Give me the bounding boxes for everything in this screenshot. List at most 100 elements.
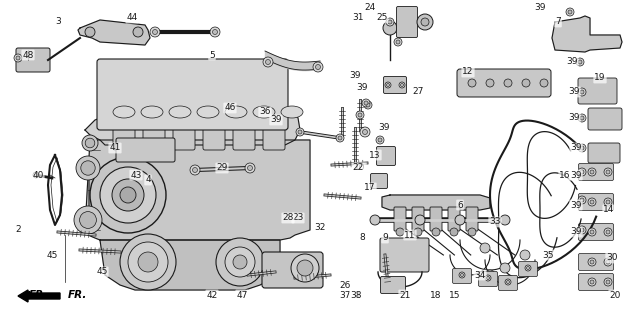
Circle shape — [588, 198, 596, 206]
Text: 32: 32 — [314, 223, 326, 233]
Circle shape — [578, 88, 586, 96]
Circle shape — [152, 29, 157, 34]
Text: 39: 39 — [356, 83, 368, 93]
Circle shape — [606, 200, 610, 204]
Circle shape — [578, 168, 586, 176]
Circle shape — [128, 242, 168, 282]
Text: 14: 14 — [604, 205, 614, 215]
Circle shape — [505, 279, 511, 285]
Circle shape — [85, 138, 95, 148]
Text: 8: 8 — [359, 234, 365, 242]
FancyBboxPatch shape — [499, 276, 518, 290]
Circle shape — [500, 215, 510, 225]
Circle shape — [298, 130, 302, 134]
Text: 20: 20 — [609, 290, 621, 300]
Circle shape — [383, 21, 397, 35]
Circle shape — [14, 54, 22, 62]
FancyArrow shape — [18, 290, 60, 302]
Circle shape — [578, 226, 586, 234]
Text: 18: 18 — [430, 290, 442, 300]
Circle shape — [362, 99, 370, 107]
Circle shape — [364, 101, 372, 109]
Circle shape — [461, 274, 463, 276]
Text: 5: 5 — [209, 51, 215, 59]
Ellipse shape — [169, 106, 191, 118]
FancyBboxPatch shape — [97, 59, 288, 130]
Ellipse shape — [113, 106, 135, 118]
Circle shape — [396, 228, 404, 236]
Text: 29: 29 — [216, 163, 228, 173]
Circle shape — [604, 258, 612, 266]
Circle shape — [578, 144, 586, 152]
Circle shape — [520, 250, 530, 260]
Circle shape — [606, 280, 610, 284]
FancyBboxPatch shape — [143, 116, 165, 150]
Circle shape — [313, 62, 323, 72]
Text: 23: 23 — [292, 214, 304, 222]
Circle shape — [468, 79, 476, 87]
Circle shape — [506, 281, 509, 283]
Text: 39: 39 — [570, 228, 582, 236]
Circle shape — [486, 276, 490, 279]
Circle shape — [193, 167, 198, 173]
FancyBboxPatch shape — [457, 69, 551, 97]
Text: 39: 39 — [570, 171, 582, 179]
Circle shape — [480, 243, 490, 253]
Text: 2: 2 — [15, 226, 21, 234]
Circle shape — [580, 198, 584, 202]
Text: 10: 10 — [355, 163, 365, 173]
Text: 3: 3 — [55, 17, 61, 27]
Circle shape — [245, 163, 255, 173]
FancyBboxPatch shape — [394, 207, 406, 231]
Circle shape — [291, 254, 319, 282]
Circle shape — [566, 8, 574, 16]
Circle shape — [417, 14, 433, 30]
FancyBboxPatch shape — [448, 207, 460, 231]
Circle shape — [504, 79, 512, 87]
Text: 22: 22 — [353, 163, 364, 173]
FancyBboxPatch shape — [113, 116, 135, 150]
FancyBboxPatch shape — [383, 76, 406, 94]
Ellipse shape — [281, 106, 303, 118]
Polygon shape — [78, 20, 150, 45]
Circle shape — [225, 247, 255, 277]
Circle shape — [233, 255, 247, 269]
Circle shape — [588, 168, 596, 176]
Circle shape — [421, 18, 429, 26]
FancyBboxPatch shape — [466, 207, 478, 231]
Polygon shape — [552, 16, 622, 52]
Text: 45: 45 — [96, 268, 108, 276]
Circle shape — [388, 20, 392, 24]
FancyBboxPatch shape — [579, 223, 614, 240]
Circle shape — [590, 200, 594, 204]
Text: 17: 17 — [364, 184, 376, 192]
FancyBboxPatch shape — [430, 207, 442, 231]
Circle shape — [366, 103, 370, 107]
Circle shape — [316, 64, 321, 70]
Ellipse shape — [253, 106, 275, 118]
Circle shape — [387, 83, 390, 87]
Ellipse shape — [225, 106, 247, 118]
Circle shape — [297, 260, 313, 276]
Circle shape — [604, 168, 612, 176]
FancyBboxPatch shape — [579, 274, 614, 290]
Circle shape — [401, 83, 403, 87]
Circle shape — [210, 27, 220, 37]
Text: 16: 16 — [559, 171, 571, 179]
Text: 36: 36 — [259, 107, 271, 117]
Circle shape — [588, 258, 596, 266]
Circle shape — [588, 228, 596, 236]
Circle shape — [485, 275, 491, 281]
Text: 39: 39 — [570, 143, 582, 153]
Polygon shape — [382, 195, 490, 210]
Circle shape — [396, 40, 400, 44]
Circle shape — [455, 215, 465, 225]
Polygon shape — [85, 140, 310, 240]
Text: FR.: FR. — [28, 290, 48, 300]
Circle shape — [216, 238, 264, 286]
Circle shape — [580, 228, 584, 232]
Text: 1: 1 — [355, 290, 361, 300]
FancyBboxPatch shape — [89, 172, 130, 218]
Text: FR.: FR. — [68, 290, 88, 300]
Text: 39: 39 — [378, 124, 390, 132]
